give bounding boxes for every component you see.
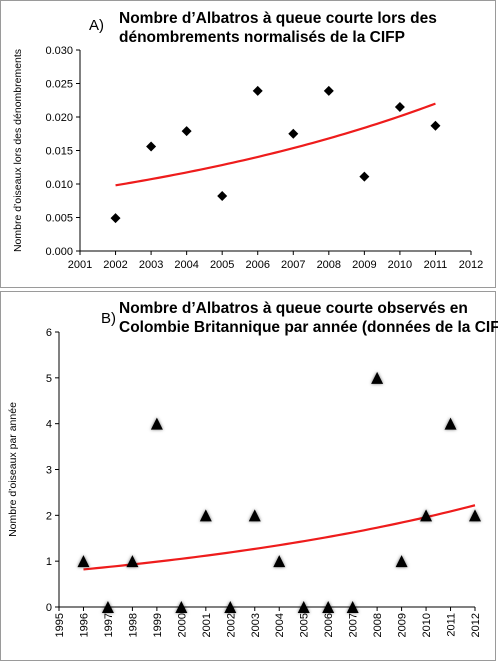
chart-a-y-axis-title: Nombre d’oiseaux lors des dénombrements — [12, 49, 24, 252]
chart-a-data-point — [323, 85, 334, 96]
chart-b-x-tick-label: 2008 — [372, 613, 384, 637]
chart-a-x-tick-label: 2002 — [103, 259, 127, 271]
chart-a-title-line1: Nombre d’Albatros à queue courte lors de… — [119, 10, 437, 27]
chart-b-x-tick-label: 2003 — [250, 613, 262, 637]
chart-a-x-tick-label: 2010 — [388, 259, 412, 271]
chart-b-data-point — [371, 371, 384, 384]
chart-b-x-tick-label: 2006 — [323, 613, 335, 637]
chart-b-data-point — [420, 509, 433, 522]
chart-b-y-tick-label: 3 — [46, 465, 52, 477]
chart-a-x-tick-label: 2012 — [459, 259, 483, 271]
chart-b-data-point — [77, 555, 90, 568]
chart-b-y-tick-label: 0 — [46, 602, 52, 614]
chart-b-title-line1: Nombre d’Albatros à queue courte observé… — [119, 300, 468, 317]
chart-b-data-point — [346, 601, 359, 613]
chart-a-x-tick-label: 2004 — [174, 259, 198, 271]
chart-b-y-tick-label: 5 — [46, 373, 52, 385]
chart-a-y-tick-label: 0.020 — [45, 112, 73, 124]
chart-b-y-tick-label: 2 — [46, 510, 52, 522]
chart-a-plot: 0.000 0.005 0.010 0.015 0.020 0.025 0.030 2001 2… — [12, 45, 483, 271]
chart-b-title-line2: Colombie Britannique par année (données … — [119, 319, 498, 336]
chart-a-x-tick-label: 2007 — [281, 259, 305, 271]
chart-panel-a: A) Nombre d’Albatros à queue courte lors… — [0, 0, 496, 288]
chart-panel-b: B) Nombre d’Albatros à queue courte obse… — [0, 291, 498, 661]
chart-a-y-tick-label: 0.000 — [45, 246, 73, 258]
chart-b-y-tick-label: 4 — [46, 419, 52, 431]
chart-b-data-point — [126, 555, 139, 568]
chart-b-x-tick-label: 1995 — [54, 613, 66, 637]
chart-b-x-tick-label: 2009 — [397, 613, 409, 637]
chart-b-x-tick-label: 2004 — [274, 613, 286, 637]
chart-b-x-tick-label: 2001 — [201, 613, 213, 637]
chart-a-y-tick-label: 0.010 — [45, 179, 73, 191]
chart-b-x-tick-label: 1997 — [103, 613, 115, 637]
chart-b-x-tick-label: 2000 — [176, 613, 188, 637]
chart-b-data-point — [224, 601, 237, 613]
chart-a-x-tick-label: 2008 — [317, 259, 341, 271]
chart-a-data-point — [110, 213, 121, 224]
chart-b-x-tick-label: 2002 — [225, 613, 237, 637]
chart-b-data-point — [297, 601, 310, 613]
chart-b-data-point — [150, 417, 163, 430]
chart-a-data-point — [146, 141, 157, 152]
chart-a-x-tick-label: 2001 — [68, 259, 92, 271]
panel-label-a: A) — [89, 17, 104, 34]
chart-b-data-point — [395, 555, 408, 568]
chart-b-x-tick-label: 1996 — [78, 613, 90, 637]
chart-a-y-tick-label: 0.025 — [45, 79, 73, 91]
chart-b-trend-line — [83, 504, 476, 571]
chart-b-x-tick-label: 2010 — [421, 613, 433, 637]
chart-a-data-point — [181, 126, 192, 137]
chart-b-data-point — [248, 509, 261, 522]
chart-b-x-tick-label: 2011 — [446, 613, 458, 637]
chart-b-data-point — [469, 509, 481, 522]
chart-a-x-tick-label: 2011 — [424, 259, 448, 271]
chart-b-data-point — [199, 509, 212, 522]
chart-b-x-tick-label: 2005 — [299, 613, 311, 637]
chart-a-y-tick-label: 0.030 — [45, 45, 73, 57]
chart-b-x-tick-label: 1999 — [152, 613, 164, 637]
chart-b-y-tick-label: 6 — [46, 327, 52, 339]
chart-a-data-point — [430, 120, 441, 131]
chart-a-x-tick-label: 2006 — [245, 259, 269, 271]
chart-a-data-point — [217, 191, 228, 202]
chart-b-x-tick-label: 2007 — [348, 613, 360, 637]
chart-a-x-tick-label: 2009 — [352, 259, 376, 271]
chart-a-title-line2: dénombrements normalisés de la CIFP — [119, 29, 405, 46]
chart-b-data-point — [273, 555, 286, 568]
chart-b-data-point — [444, 417, 457, 430]
chart-a-data-point — [359, 171, 370, 182]
chart-a-x-tick-label: 2005 — [210, 259, 234, 271]
chart-b-y-tick-label: 1 — [46, 556, 52, 568]
chart-a-data-point — [288, 128, 299, 139]
chart-a-trend-line — [115, 102, 436, 187]
chart-b-data-point — [322, 601, 335, 613]
chart-a-data-point — [394, 101, 405, 112]
chart-a-data-point — [252, 85, 263, 96]
chart-a-x-tick-label: 2003 — [139, 259, 163, 271]
chart-a-y-tick-label: 0.005 — [45, 213, 73, 225]
chart-b-data-point — [175, 601, 188, 613]
chart-b-x-tick-label: 2012 — [470, 613, 482, 637]
chart-b-plot: 0 1 2 3 4 5 6 1995 1996 1997 1998 1999 2000 2001 2002 2… — [7, 327, 482, 637]
chart-b-y-axis-title: Nombre d’oiseaux par année — [7, 402, 19, 537]
chart-a-y-tick-label: 0.015 — [45, 146, 73, 158]
chart-b-x-tick-label: 1998 — [127, 613, 139, 637]
panel-label-b: B) — [101, 310, 116, 327]
chart-b-data-point — [101, 601, 114, 613]
